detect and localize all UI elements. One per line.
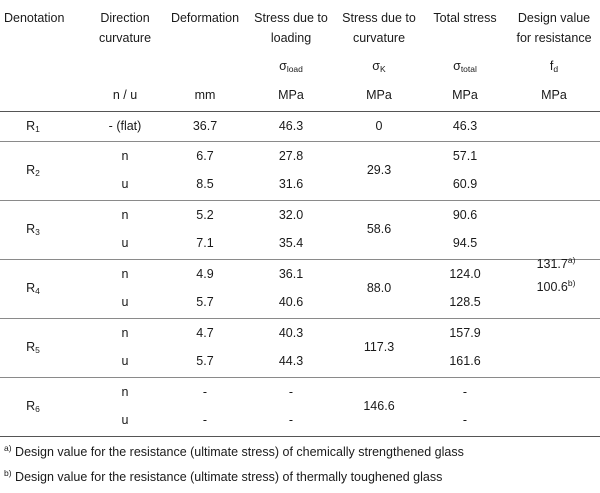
row-r4-deformation-u: 5.7 — [196, 295, 214, 309]
header-deformation: Deformation — [170, 11, 240, 25]
row-rule-5 — [0, 377, 600, 378]
header-total-stress: Total stress — [433, 11, 497, 25]
row-rule-3 — [0, 259, 600, 260]
header-design-line2: for resistance — [516, 31, 592, 45]
row-r4-total-stress-n: 124.0 — [449, 267, 481, 281]
row-r6-denotation: R6 — [26, 399, 40, 414]
row-r3-total-stress-u: 94.5 — [452, 236, 478, 250]
row-r2-total-stress-n: 57.1 — [452, 149, 478, 163]
unit-stress-curvature: MPa — [366, 88, 392, 102]
row-r2-total-stress-u: 60.9 — [452, 177, 478, 191]
row-r5-stress-loading-n: 40.3 — [278, 326, 304, 340]
row-r4-stress-loading-u: 40.6 — [278, 295, 304, 309]
row-r2-direction-u: u — [121, 177, 129, 191]
footnote-b: b) Design value for the resistance (ulti… — [4, 468, 443, 484]
row-r4-direction-n: n — [121, 267, 129, 281]
row-r2-deformation-n: 6.7 — [196, 149, 214, 163]
footnote-a: a) Design value for the resistance (ulti… — [4, 443, 464, 459]
design-value-chemical: 131.7a) — [536, 255, 576, 271]
unit-deformation: mm — [194, 88, 216, 102]
row-r5-total-stress-n: 157.9 — [449, 326, 481, 340]
header-stress-curvature-line2: curvature — [352, 31, 406, 45]
row-r5-deformation-n: 4.7 — [196, 326, 214, 340]
row-r2-direction-n: n — [121, 149, 129, 163]
row-r2-stress-curvature: 29.3 — [366, 163, 392, 177]
unit-total-stress: MPa — [452, 88, 478, 102]
symbol-sigma-k: σK — [372, 59, 386, 74]
row-r2-deformation-u: 8.5 — [196, 177, 214, 191]
row-r4-total-stress-u: 128.5 — [449, 295, 481, 309]
unit-direction: n / u — [112, 88, 138, 102]
header-stress-loading-line1: Stress due to — [254, 11, 328, 25]
row-r6-total-stress-u: - — [462, 413, 468, 427]
row-r4-deformation-n: 4.9 — [196, 267, 214, 281]
symbol-sigma-load: σload — [279, 59, 303, 74]
row-r4-stress-curvature: 88.0 — [366, 281, 392, 295]
row-r3-denotation: R3 — [26, 222, 40, 237]
row-r1-total-stress: 46.3 — [452, 119, 478, 133]
row-r6-deformation-u: - — [202, 413, 208, 427]
row-r6-deformation-n: - — [202, 385, 208, 399]
row-r5-denotation: R5 — [26, 340, 40, 355]
header-design-line1: Design value — [517, 11, 591, 25]
row-r1-deformation: 36.7 — [192, 119, 218, 133]
row-r5-stress-curvature: 117.3 — [363, 340, 395, 354]
table-bottom-rule — [0, 436, 600, 437]
row-r3-direction-u: u — [121, 236, 129, 250]
row-r1-stress-curvature: 0 — [375, 119, 383, 133]
row-r6-total-stress-n: - — [462, 385, 468, 399]
row-r3-direction-n: n — [121, 208, 129, 222]
row-r2-denotation: R2 — [26, 163, 40, 178]
row-rule-4 — [0, 318, 600, 319]
symbol-sigma-total: σtotal — [453, 59, 477, 74]
header-stress-loading-line2: loading — [270, 31, 312, 45]
row-r4-stress-loading-n: 36.1 — [278, 267, 304, 281]
header-direction-line2: curvature — [98, 31, 152, 45]
row-rule-2 — [0, 200, 600, 201]
header-stress-curvature-line1: Stress due to — [342, 11, 416, 25]
row-r1-direction: - (flat) — [108, 119, 142, 133]
row-r1-denotation: R1 — [26, 119, 40, 134]
row-rule-1 — [0, 141, 600, 142]
row-r5-direction-n: n — [121, 326, 129, 340]
row-r3-stress-loading-n: 32.0 — [278, 208, 304, 222]
row-r2-stress-loading-n: 27.8 — [278, 149, 304, 163]
row-r3-stress-curvature: 58.6 — [366, 222, 392, 236]
row-r4-direction-u: u — [121, 295, 129, 309]
row-r3-total-stress-n: 90.6 — [452, 208, 478, 222]
row-r6-stress-loading-u: - — [288, 413, 294, 427]
header-direction-line1: Direction — [100, 11, 150, 25]
row-r3-deformation-u: 7.1 — [196, 236, 214, 250]
row-r1-stress-loading: 46.3 — [278, 119, 304, 133]
row-r5-direction-u: u — [121, 354, 129, 368]
row-r6-direction-n: n — [121, 385, 129, 399]
header-rule — [0, 111, 600, 112]
design-value-thermal: 100.6b) — [536, 278, 576, 294]
row-r6-stress-loading-n: - — [288, 385, 294, 399]
header-denotation: Denotation — [4, 11, 65, 25]
row-r5-deformation-u: 5.7 — [196, 354, 214, 368]
row-r2-stress-loading-u: 31.6 — [278, 177, 304, 191]
row-r3-stress-loading-u: 35.4 — [278, 236, 304, 250]
row-r5-total-stress-u: 161.6 — [449, 354, 481, 368]
row-r5-stress-loading-u: 44.3 — [278, 354, 304, 368]
row-r4-denotation: R4 — [26, 281, 40, 296]
unit-design-value: MPa — [541, 88, 567, 102]
symbol-f-d: fd — [549, 59, 559, 74]
row-r6-stress-curvature: 146.6 — [363, 399, 395, 413]
unit-stress-loading: MPa — [278, 88, 304, 102]
row-r6-direction-u: u — [121, 413, 129, 427]
row-r3-deformation-n: 5.2 — [196, 208, 214, 222]
